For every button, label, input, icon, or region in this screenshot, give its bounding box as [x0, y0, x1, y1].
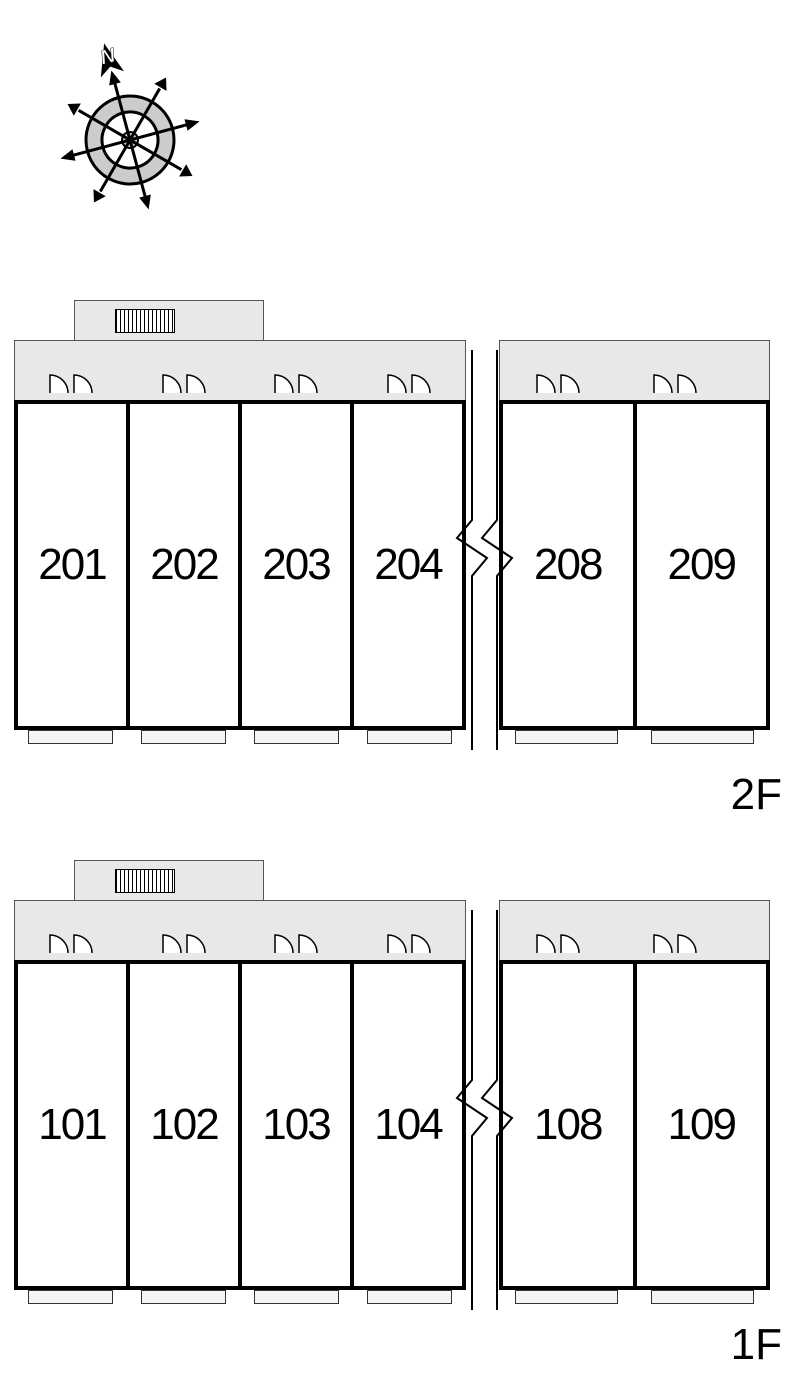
- units-row: 101 102 103 104 108 109: [14, 960, 786, 1290]
- floor-label: 1F: [731, 1320, 782, 1370]
- unit-label: 201: [38, 540, 105, 590]
- door-icon: [734, 372, 769, 396]
- door-icon: [617, 932, 734, 956]
- unit-101: 101: [18, 964, 126, 1286]
- unit-204: 204: [350, 404, 462, 726]
- floor-plan-2f: 201 202 203 204 208 209: [14, 300, 786, 750]
- floor-plan-1f: 101 102 103 104 108 109: [14, 860, 786, 1310]
- stairs-icon: [115, 869, 175, 893]
- door-icon: [128, 932, 241, 956]
- unit-201: 201: [18, 404, 126, 726]
- unit-208: 208: [503, 404, 633, 726]
- unit-label: 109: [668, 1100, 735, 1150]
- balcony: [127, 1290, 240, 1310]
- unit-203: 203: [238, 404, 350, 726]
- units-left-block: 201 202 203 204: [14, 400, 466, 730]
- unit-202: 202: [126, 404, 238, 726]
- units-right-block: 208 209: [499, 400, 770, 730]
- balcony: [353, 730, 466, 750]
- door-icon: [240, 932, 353, 956]
- balcony: [240, 1290, 353, 1310]
- door-icon: [15, 932, 128, 956]
- unit-label: 203: [262, 540, 329, 590]
- balcony: [14, 730, 127, 750]
- section-break-mark: [452, 910, 517, 1310]
- units-right-block: 108 109: [499, 960, 770, 1290]
- unit-209: 209: [633, 404, 767, 726]
- door-icon: [353, 932, 466, 956]
- unit-label: 208: [534, 540, 601, 590]
- door-icon: [500, 372, 617, 396]
- units-left-block: 101 102 103 104: [14, 960, 466, 1290]
- svg-text:N: N: [98, 44, 118, 69]
- corridor-row: [14, 300, 786, 400]
- door-icon: [128, 372, 241, 396]
- corridor-right: [499, 900, 770, 960]
- balcony: [240, 730, 353, 750]
- unit-label: 103: [262, 1100, 329, 1150]
- floor-label: 2F: [731, 770, 782, 820]
- compass-rose: N: [50, 30, 210, 215]
- door-icon: [15, 372, 128, 396]
- unit-label: 209: [668, 540, 735, 590]
- corridor-right: [499, 340, 770, 400]
- balcony: [127, 730, 240, 750]
- door-icon: [500, 932, 617, 956]
- unit-label: 101: [38, 1100, 105, 1150]
- balcony: [353, 1290, 466, 1310]
- door-icon: [617, 372, 734, 396]
- unit-104: 104: [350, 964, 462, 1286]
- section-break-mark: [452, 350, 517, 750]
- door-icon: [240, 372, 353, 396]
- corridor-left: [14, 900, 466, 960]
- stair-landing: [74, 860, 264, 900]
- stair-landing: [74, 300, 264, 340]
- balcony: [635, 730, 771, 750]
- door-icon: [734, 932, 769, 956]
- unit-103: 103: [238, 964, 350, 1286]
- corridor-row: [14, 860, 786, 960]
- unit-label: 202: [150, 540, 217, 590]
- unit-label: 102: [150, 1100, 217, 1150]
- balcony-row: [14, 1290, 786, 1310]
- balcony: [499, 1290, 635, 1310]
- unit-label: 204: [374, 540, 441, 590]
- balcony: [635, 1290, 771, 1310]
- units-row: 201 202 203 204 208 209: [14, 400, 786, 730]
- unit-109: 109: [633, 964, 767, 1286]
- unit-label: 108: [534, 1100, 601, 1150]
- unit-label: 104: [374, 1100, 441, 1150]
- balcony: [499, 730, 635, 750]
- corridor-left: [14, 340, 466, 400]
- stairs-icon: [115, 309, 175, 333]
- balcony-row: [14, 730, 786, 750]
- door-icon: [353, 372, 466, 396]
- unit-108: 108: [503, 964, 633, 1286]
- unit-102: 102: [126, 964, 238, 1286]
- balcony: [14, 1290, 127, 1310]
